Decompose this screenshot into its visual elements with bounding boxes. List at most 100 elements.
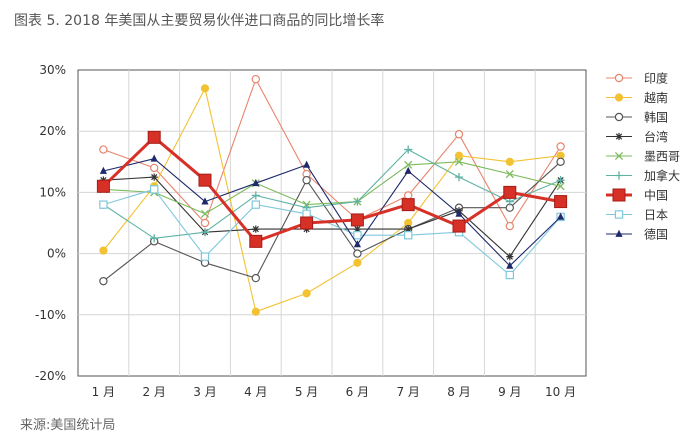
data-point-5-5 — [353, 197, 362, 206]
data-point-4-8 — [505, 169, 514, 179]
data-point-0-2 — [200, 218, 210, 228]
y-tick-label: 30% — [39, 63, 66, 77]
data-point-8-1 — [150, 154, 158, 162]
legend-marker-5 — [614, 171, 624, 180]
data-point-8-2 — [201, 197, 209, 205]
data-point-7-8 — [505, 270, 515, 280]
data-point-6-4 — [300, 216, 314, 230]
legend-marker-3 — [615, 132, 623, 141]
data-point-8-9 — [557, 212, 565, 220]
data-point-5-3 — [251, 191, 260, 200]
x-tick-label: 6 月 — [346, 385, 369, 399]
chart-title: 图表 5. 2018 年美国从主要贸易伙伴进口商品的同比增长率 — [14, 13, 385, 29]
data-point-6-8 — [503, 185, 517, 199]
data-point-0-0 — [99, 145, 108, 154]
data-point-3-3 — [252, 225, 260, 233]
data-point-1-4 — [302, 289, 311, 298]
data-point-4-9 — [556, 182, 565, 191]
data-point-3-6 — [404, 225, 412, 233]
data-point-6-2 — [198, 173, 212, 187]
x-tick-label: 5 月 — [295, 385, 318, 399]
legend-label-7: 日本 — [644, 208, 668, 222]
data-point-1-2 — [200, 84, 210, 93]
data-point-2-0 — [99, 276, 108, 286]
x-tick-label: 4 月 — [244, 385, 267, 399]
legend-label-4: 墨西哥 — [644, 150, 680, 164]
data-point-2-4 — [302, 175, 311, 185]
legend-label-3: 台湾 — [644, 129, 668, 144]
x-tick-label: 7 月 — [396, 385, 419, 399]
legend-marker-0 — [614, 73, 624, 83]
source-note: 来源:美国统计局 — [20, 418, 116, 433]
legend-label-0: 印度 — [644, 71, 668, 86]
x-tick-label: 3 月 — [193, 385, 216, 399]
data-point-0-7 — [454, 130, 464, 139]
data-point-7-5 — [353, 231, 362, 240]
legend-marker-7 — [614, 210, 624, 219]
data-point-6-3 — [249, 234, 263, 248]
data-point-0-9 — [556, 142, 565, 151]
data-point-7-4 — [302, 209, 311, 219]
data-point-6-5 — [350, 213, 364, 227]
data-point-5-2 — [200, 228, 210, 237]
data-point-8-3 — [252, 179, 260, 187]
legend-label-2: 韩国 — [644, 110, 668, 125]
data-point-8-8 — [506, 261, 514, 269]
data-point-6-1 — [147, 130, 161, 144]
y-tick-label: -10% — [35, 308, 66, 322]
data-point-8-5 — [353, 240, 361, 248]
data-point-1-3 — [251, 307, 260, 316]
legend-marker-8 — [615, 229, 623, 237]
series-line-1 — [102, 87, 561, 313]
data-point-0-3 — [251, 74, 260, 84]
data-point-5-9 — [556, 176, 565, 185]
x-tick-label: 10 月 — [545, 385, 576, 399]
data-point-1-7 — [454, 151, 464, 160]
y-tick-label: 20% — [39, 124, 66, 138]
series-line-4 — [103, 161, 561, 215]
legend-label-8: 德国 — [644, 227, 668, 242]
series-line-3 — [103, 176, 562, 258]
data-point-8-4 — [303, 160, 311, 168]
series-line-0 — [103, 78, 562, 227]
series-line-6 — [102, 135, 561, 243]
data-point-4-7 — [454, 157, 464, 166]
data-point-8-6 — [404, 166, 412, 174]
data-point-1-8 — [505, 157, 514, 166]
legend-marker-4 — [614, 151, 624, 161]
data-point-7-2 — [200, 252, 210, 261]
y-tick-label: 0% — [47, 247, 66, 261]
series-line-7 — [103, 188, 562, 276]
data-point-6-9 — [554, 195, 568, 209]
data-point-1-5 — [353, 258, 362, 267]
y-tick-label: 10% — [39, 185, 66, 199]
series-line-8 — [103, 158, 561, 267]
legend-marker-1 — [614, 93, 624, 102]
data-point-2-5 — [353, 249, 362, 258]
legend-label-5: 加拿大 — [644, 168, 680, 183]
x-tick-label: 1 月 — [92, 385, 115, 399]
data-point-6-6 — [401, 198, 415, 212]
legend-label-6: 中国 — [644, 188, 668, 203]
data-point-5-1 — [150, 234, 159, 243]
data-point-0-1 — [149, 163, 159, 173]
data-point-1-0 — [99, 246, 108, 255]
data-point-0-6 — [404, 191, 413, 200]
data-point-3-1 — [150, 173, 158, 181]
data-point-8-0 — [99, 166, 107, 174]
y-tick-label: -20% — [35, 369, 66, 383]
data-point-7-3 — [251, 200, 260, 209]
data-point-8-7 — [455, 209, 463, 217]
data-point-3-8 — [506, 253, 514, 261]
data-point-7-0 — [99, 200, 108, 209]
data-point-0-8 — [505, 221, 514, 231]
data-point-2-9 — [556, 157, 565, 166]
legend-label-1: 越南 — [644, 90, 668, 105]
x-tick-label: 9 月 — [498, 385, 521, 399]
data-point-4-6 — [404, 160, 413, 169]
x-tick-label: 2 月 — [142, 385, 165, 399]
legend-marker-2 — [614, 112, 624, 122]
data-point-6-0 — [96, 179, 110, 193]
data-point-3-5 — [353, 225, 361, 233]
